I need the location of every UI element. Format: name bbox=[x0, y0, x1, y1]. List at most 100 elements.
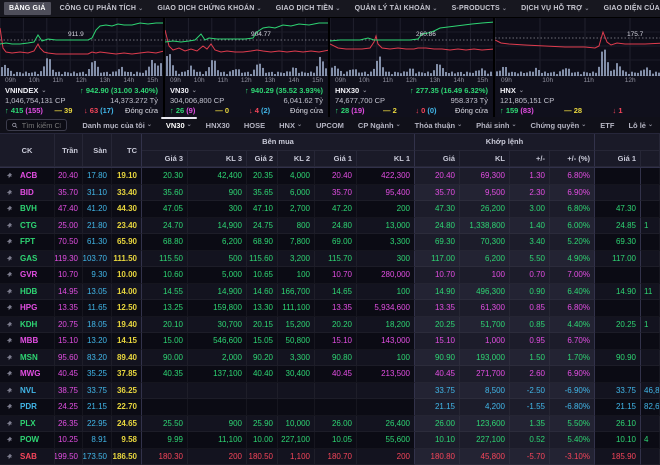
col-gia2[interactable]: Giá 2 bbox=[247, 150, 278, 167]
tab-cp-ng-nh[interactable]: CP Ngành ⌄ bbox=[357, 120, 401, 130]
pin-icon[interactable] bbox=[0, 283, 18, 300]
tab-ph-i-sinh[interactable]: Phái sinh ⌄ bbox=[476, 120, 517, 130]
ticker-symbol[interactable]: BVH bbox=[18, 201, 55, 218]
ticker-symbol[interactable]: HDB bbox=[18, 283, 55, 300]
menu-item-8[interactable]: GIAO DIỆN CỦA TÔI bbox=[603, 5, 660, 12]
tab-hose[interactable]: HOSE bbox=[243, 120, 266, 130]
menu-item-7[interactable]: DỊCH VỤ HỖ TRỢ ⌄ bbox=[521, 5, 590, 12]
table-row-kdh[interactable]: KDH 20.75 18.05 19.40 20.10 30,700 20.15 15,200… bbox=[0, 316, 660, 333]
tab-th-a-thu-n[interactable]: Thỏa thuận ⌄ bbox=[414, 120, 463, 130]
ticker-symbol[interactable]: GVR bbox=[18, 267, 55, 284]
tab-upcom[interactable]: UPCOM bbox=[316, 120, 344, 130]
menu-item-5[interactable]: QUẢN LÝ TÀI KHOẢN ⌄ bbox=[354, 5, 438, 12]
col-san[interactable]: Sàn bbox=[83, 134, 112, 167]
tab-hnx30[interactable]: HNX30 bbox=[205, 120, 230, 130]
pin-icon[interactable] bbox=[0, 349, 18, 366]
pin-icon[interactable] bbox=[0, 415, 18, 432]
ticker-symbol[interactable]: ACB bbox=[18, 168, 55, 185]
col-sell-gia1[interactable]: Giá 1 bbox=[595, 150, 641, 167]
ticker-symbol[interactable]: NVL bbox=[18, 382, 55, 399]
pin-icon[interactable] bbox=[0, 234, 18, 251]
tab-vn30[interactable]: VN30 ⌄ bbox=[159, 117, 199, 133]
index-chart[interactable]: 260.86 bbox=[330, 18, 493, 76]
table-row-ctg[interactable]: CTG 25.00 21.80 23.40 24.70 14,900 24.75 800 24.… bbox=[0, 217, 660, 234]
pin-icon[interactable] bbox=[0, 267, 18, 284]
ticker-symbol[interactable]: PDR bbox=[18, 399, 55, 416]
menu-item-2[interactable]: CÔNG CỤ PHÂN TÍCH ⌄ bbox=[59, 5, 144, 12]
pin-icon[interactable] bbox=[0, 217, 18, 234]
table-row-gvr[interactable]: GVR 10.70 9.30 10.00 10.60 5,000 10.65 100 10.70… bbox=[0, 267, 660, 284]
col-kl3[interactable]: KL 3 bbox=[188, 150, 247, 167]
ticker-symbol[interactable]: CTG bbox=[18, 217, 55, 234]
ticker-symbol[interactable]: GAS bbox=[18, 250, 55, 267]
tab-l-l-[interactable]: Lô lẻ ⌄ bbox=[628, 120, 653, 130]
table-row-mbb[interactable]: MBB 15.10 13.20 14.15 15.00 546,600 15.05 50,80… bbox=[0, 333, 660, 350]
table-row-pow[interactable]: POW 10.25 8.91 9.58 9.99 11,100 10.00 227,100 10… bbox=[0, 432, 660, 449]
pin-icon[interactable] bbox=[0, 366, 18, 383]
index-chart[interactable]: 904.77 bbox=[165, 18, 328, 76]
index-chart[interactable]: 175.7 bbox=[495, 18, 660, 76]
table-row-msn[interactable]: MSN 95.60 83.20 89.40 90.00 2,000 90.20 3,300 90… bbox=[0, 349, 660, 366]
pin-icon[interactable] bbox=[0, 201, 18, 218]
index-name[interactable]: VN30 ⌄ bbox=[170, 86, 197, 95]
index-name[interactable]: HNX ⌄ bbox=[500, 86, 524, 95]
ticker-symbol[interactable]: HPG bbox=[18, 300, 55, 317]
tab-etf[interactable]: ETF bbox=[600, 120, 615, 130]
ticker-symbol[interactable]: MBB bbox=[18, 333, 55, 350]
search-input[interactable] bbox=[21, 120, 62, 130]
pin-icon[interactable] bbox=[0, 300, 18, 317]
table-row-bid[interactable]: BID 35.70 31.10 33.40 35.60 900 35.65 6,000 35.7… bbox=[0, 184, 660, 201]
menu-item-4[interactable]: GIAO DỊCH TIỀN ⌄ bbox=[275, 5, 341, 12]
pin-icon[interactable] bbox=[0, 250, 18, 267]
ticker-symbol[interactable]: PLX bbox=[18, 415, 55, 432]
col-gia1[interactable]: Giá 1 bbox=[315, 150, 357, 167]
tab-danh-m-c-c-a-t-i[interactable]: Danh mục của tôi ⌄ bbox=[82, 120, 152, 130]
table-row-bvh[interactable]: BVH 47.40 41.20 44.30 47.05 300 47.10 2,700 47.2… bbox=[0, 201, 660, 218]
ticker-symbol[interactable]: KDH bbox=[18, 316, 55, 333]
tab-ch-ng-quy-n[interactable]: Chứng quyền ⌄ bbox=[530, 120, 587, 130]
index-name[interactable]: HNX30 ⌄ bbox=[335, 86, 368, 95]
ticker-symbol[interactable]: SAB bbox=[18, 448, 55, 465]
tab-hnx[interactable]: HNX ⌄ bbox=[279, 120, 302, 130]
pin-icon[interactable] bbox=[0, 333, 18, 350]
ticker-symbol[interactable]: FPT bbox=[18, 234, 55, 251]
ticker-symbol[interactable]: BID bbox=[18, 184, 55, 201]
index-name[interactable]: VNINDEX ⌄ bbox=[5, 86, 47, 95]
pin-icon[interactable] bbox=[0, 399, 18, 416]
table-row-sab[interactable]: SAB 199.50 173.50 186.50 180.30 200 180.50 1,10… bbox=[0, 448, 660, 465]
table-row-gas[interactable]: GAS 119.30 103.70 111.50 115.50 500 115.60 3,20… bbox=[0, 250, 660, 267]
pin-icon[interactable] bbox=[0, 168, 18, 185]
table-row-nvl[interactable]: NVL 38.75 33.75 36.25 33.75 8,500 -2.50 -6.90% 3… bbox=[0, 382, 660, 399]
col-pct[interactable]: +/- (%) bbox=[550, 150, 595, 167]
table-row-hdb[interactable]: HDB 14.95 13.05 14.00 14.55 14,900 14.60 166,70… bbox=[0, 283, 660, 300]
table-row-fpt[interactable]: FPT 70.50 61.30 65.90 68.80 6,200 68.90 7,800 69… bbox=[0, 234, 660, 251]
table-row-mwg[interactable]: MWG 40.45 35.25 37.85 40.35 137,100 40.40 30,40… bbox=[0, 366, 660, 383]
index-chart[interactable]: 911.9 bbox=[0, 18, 163, 76]
ticker-symbol[interactable]: MSN bbox=[18, 349, 55, 366]
table-row-plx[interactable]: PLX 26.35 22.95 24.65 25.50 900 25.90 10,000 26.… bbox=[0, 415, 660, 432]
menu-item-6[interactable]: S-PRODUCTS ⌄ bbox=[451, 5, 508, 12]
ticker-symbol[interactable]: POW bbox=[18, 432, 55, 449]
stock-search-box[interactable] bbox=[6, 119, 68, 131]
pin-icon[interactable] bbox=[0, 184, 18, 201]
col-gia[interactable]: Giá bbox=[415, 150, 460, 167]
pin-icon[interactable] bbox=[0, 316, 18, 333]
col-gia3[interactable]: Giá 3 bbox=[142, 150, 188, 167]
menu-item-3[interactable]: GIAO DỊCH CHỨNG KHOÁN ⌄ bbox=[157, 5, 262, 12]
col-tc[interactable]: TC bbox=[112, 134, 142, 167]
table-row-pdr[interactable]: PDR 24.25 21.15 22.70 21.15 4,200 -1.55 -6.80% 2… bbox=[0, 399, 660, 416]
ticker-symbol[interactable]: MWG bbox=[18, 366, 55, 383]
table-row-hpg[interactable]: HPG 13.35 11.65 12.50 13.25 159,800 13.30 111,1… bbox=[0, 300, 660, 317]
col-tran[interactable]: Trần bbox=[55, 134, 83, 167]
col-ck[interactable]: CK bbox=[0, 134, 55, 167]
col-chg[interactable]: +/- bbox=[510, 150, 550, 167]
pin-icon[interactable] bbox=[0, 382, 18, 399]
pin-icon[interactable] bbox=[0, 432, 18, 449]
col-kl1[interactable]: KL 1 bbox=[357, 150, 415, 167]
col-kl2[interactable]: KL 2 bbox=[278, 150, 315, 167]
table-row-acb[interactable]: ACB 20.40 17.80 19.10 20.30 42,400 20.35 4,000 2… bbox=[0, 168, 660, 185]
col-kl[interactable]: KL bbox=[460, 150, 510, 167]
price-cell: 21.15 bbox=[83, 399, 112, 416]
menu-item-1[interactable]: BẢNG GIÁ bbox=[4, 2, 51, 15]
pin-icon[interactable] bbox=[0, 448, 18, 465]
